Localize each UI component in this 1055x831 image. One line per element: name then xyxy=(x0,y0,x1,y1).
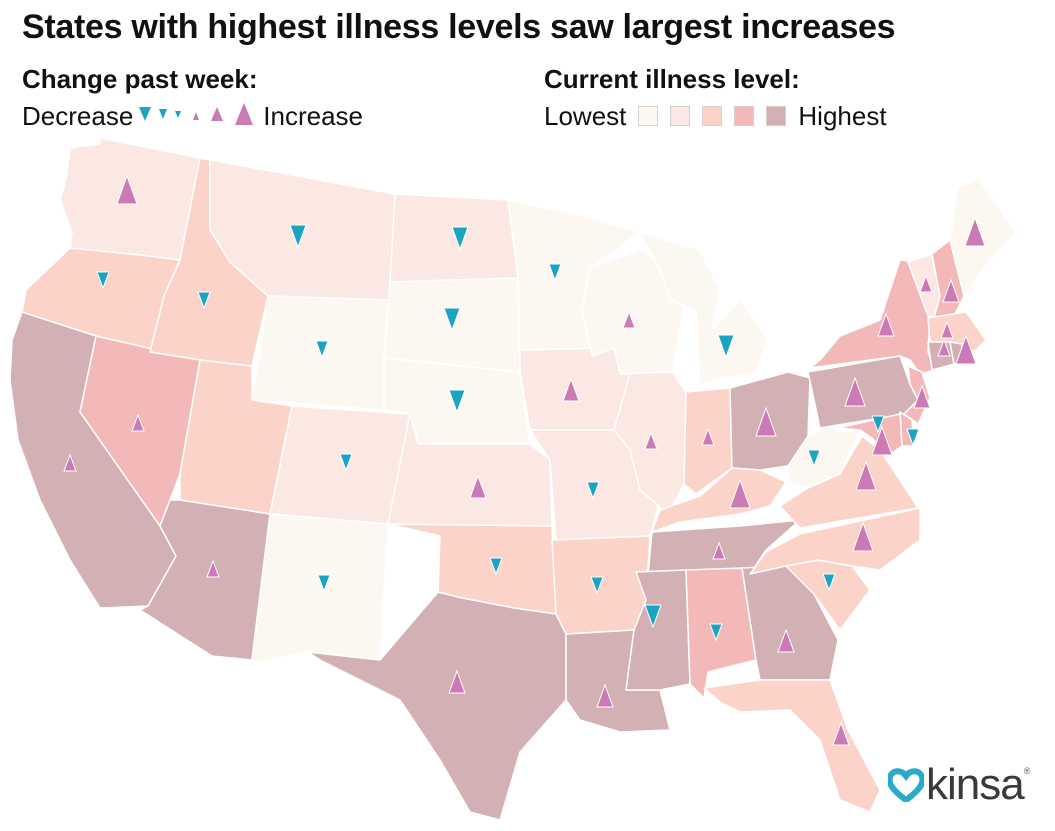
state-NM[interactable] xyxy=(251,513,389,663)
marker-RI xyxy=(940,320,954,339)
state-NY[interactable] xyxy=(809,259,936,375)
legend-increase-medium-icon xyxy=(211,107,224,121)
state-KY[interactable] xyxy=(651,467,787,533)
marker-CA xyxy=(63,453,77,472)
legend-increase-large-icon xyxy=(235,103,254,125)
level-swatch-4 xyxy=(734,106,755,126)
state-MI[interactable] xyxy=(639,231,769,385)
marker-FL xyxy=(832,721,850,746)
level-swatch-3 xyxy=(702,106,723,126)
marker-WI xyxy=(622,310,636,329)
highest-label: Highest xyxy=(798,100,887,131)
marker-WV xyxy=(807,449,821,468)
state-ME[interactable] xyxy=(949,177,1017,297)
marker-MA xyxy=(955,334,977,365)
state-FL[interactable] xyxy=(703,679,881,813)
change-legend: Change past week: Decrease Increase xyxy=(22,64,363,134)
level-swatch-1 xyxy=(638,106,659,126)
marker-IA xyxy=(562,377,580,402)
marker-MO xyxy=(586,481,600,500)
marker-VA-east xyxy=(871,425,893,456)
level-legend-scale: Lowest Highest xyxy=(544,98,887,134)
marker-AR xyxy=(590,576,604,595)
marker-KS xyxy=(469,474,487,499)
markers-layer xyxy=(63,174,986,746)
marker-VA xyxy=(855,460,877,491)
marker-OR xyxy=(96,271,110,290)
state-TX[interactable] xyxy=(307,591,567,821)
marker-SD xyxy=(443,307,461,332)
level-swatch-2 xyxy=(670,106,691,126)
kinsa-logo: kinsa ® xyxy=(888,760,1030,810)
chart-title: States with highest illness levels saw l… xyxy=(22,8,896,46)
change-legend-scale: Decrease Increase xyxy=(22,98,363,134)
marker-NE xyxy=(448,389,466,414)
marker-ME xyxy=(964,216,986,247)
marker-NV xyxy=(131,413,145,432)
marker-NJ xyxy=(913,384,931,409)
marker-DE xyxy=(871,415,885,434)
marker-AL xyxy=(709,623,723,642)
marker-VT xyxy=(919,274,933,293)
marker-AZ xyxy=(206,559,220,578)
legend-decrease-small-icon xyxy=(175,111,182,118)
marker-ID xyxy=(197,291,211,310)
legend-increase-small-icon xyxy=(193,112,200,120)
marker-MS xyxy=(644,604,662,629)
marker-LA xyxy=(596,683,614,708)
logo-registered-mark: ® xyxy=(1023,766,1031,776)
marker-MN xyxy=(548,263,562,282)
marker-PA xyxy=(844,376,866,407)
marker-MT xyxy=(289,224,307,249)
level-legend-heading: Current illness level: xyxy=(544,64,800,94)
marker-NM xyxy=(317,574,331,593)
logo-wordmark: kinsa xyxy=(926,760,1025,809)
marker-OK xyxy=(489,557,503,576)
marker-KY xyxy=(729,478,751,509)
change-legend-triangles xyxy=(139,103,254,125)
marker-NC xyxy=(852,521,874,552)
increase-label: Increase xyxy=(263,100,364,131)
state-CO[interactable] xyxy=(269,405,411,525)
marker-NH xyxy=(942,278,960,303)
decrease-label: Decrease xyxy=(22,100,134,131)
marker-MD xyxy=(906,428,920,447)
marker-NY xyxy=(877,312,895,337)
marker-TN xyxy=(712,541,726,560)
marker-CO xyxy=(339,453,353,472)
level-swatch-5 xyxy=(766,106,787,126)
marker-TX xyxy=(448,669,466,694)
marker-WY xyxy=(315,340,329,359)
marker-OH xyxy=(755,406,777,437)
state-NC[interactable] xyxy=(749,507,921,575)
state-AR[interactable] xyxy=(551,535,651,635)
marker-CT xyxy=(937,338,951,357)
marker-GA xyxy=(777,628,795,653)
change-legend-heading: Change past week: xyxy=(22,64,258,94)
level-legend: Current illness level: Lowest Highest xyxy=(544,64,887,134)
marker-IL xyxy=(644,431,658,450)
state-ND[interactable] xyxy=(389,193,519,283)
legend-decrease-large-icon xyxy=(139,107,152,121)
heart-logo-icon xyxy=(888,768,924,802)
marker-IN xyxy=(701,427,715,446)
marker-ND xyxy=(451,226,469,251)
marker-MI xyxy=(717,334,735,359)
marker-WA xyxy=(116,174,138,205)
lowest-label: Lowest xyxy=(544,100,627,131)
marker-SC xyxy=(822,573,836,592)
legend-decrease-medium-icon xyxy=(159,109,168,119)
